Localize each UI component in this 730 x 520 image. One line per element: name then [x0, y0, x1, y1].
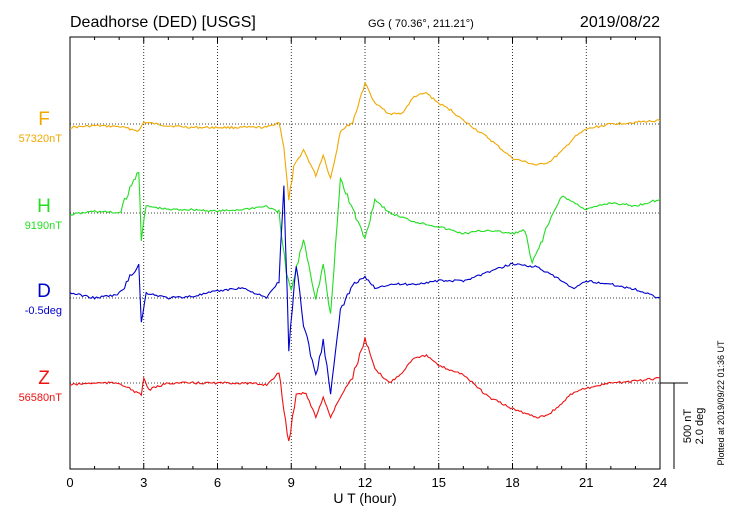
plotted-timestamp: Plotted at 2019/09/22 01:36 UT [716, 340, 726, 466]
x-tick-label-6: 6 [214, 475, 221, 490]
baselines [70, 123, 660, 384]
x-tick-label-24: 24 [653, 475, 667, 490]
scale-bar: 500 nT 2.0 deg [660, 382, 706, 469]
x-tick-label-3: 3 [140, 475, 147, 490]
trace-f [69, 81, 661, 201]
trace-label-z: Z [38, 368, 50, 389]
trace-labels: F 57320nT H 9190nT D -0.5deg Z 56580nT [19, 109, 63, 404]
trace-baseline-value-d: -0.5deg [25, 305, 62, 317]
trace-d [69, 185, 661, 395]
scale-bar-nt-label: 500 nT [682, 409, 694, 444]
x-tick-label-9: 9 [288, 475, 295, 490]
trace-label-f: F [38, 109, 50, 130]
x-tick-label-15: 15 [432, 475, 446, 490]
x-tick-label-12: 12 [358, 475, 372, 490]
trace-baseline-value-f: 57320nT [19, 133, 63, 145]
station-coordinates: GG ( 70.36°, 211.21°) [368, 18, 474, 30]
trace-z [70, 337, 661, 442]
traces [69, 81, 661, 442]
scale-bar-deg-label: 2.0 deg [694, 408, 706, 445]
station-title: Deadhorse (DED) [USGS] [70, 14, 256, 31]
trace-baseline-value-z: 56580nT [19, 392, 63, 404]
x-tick-label-0: 0 [66, 475, 73, 490]
x-axis: 0 3 6 9 12 15 18 21 24 [66, 37, 667, 490]
x-tick-label-18: 18 [505, 475, 519, 490]
grid [143, 37, 587, 469]
x-tick-label-21: 21 [579, 475, 593, 490]
x-axis-label: U T (hour) [333, 490, 396, 506]
trace-h [69, 171, 661, 314]
trace-baseline-value-h: 9190nT [25, 220, 63, 232]
trace-label-h: H [37, 196, 51, 217]
trace-label-d: D [37, 281, 51, 302]
plot-date: 2019/08/22 [580, 14, 660, 31]
